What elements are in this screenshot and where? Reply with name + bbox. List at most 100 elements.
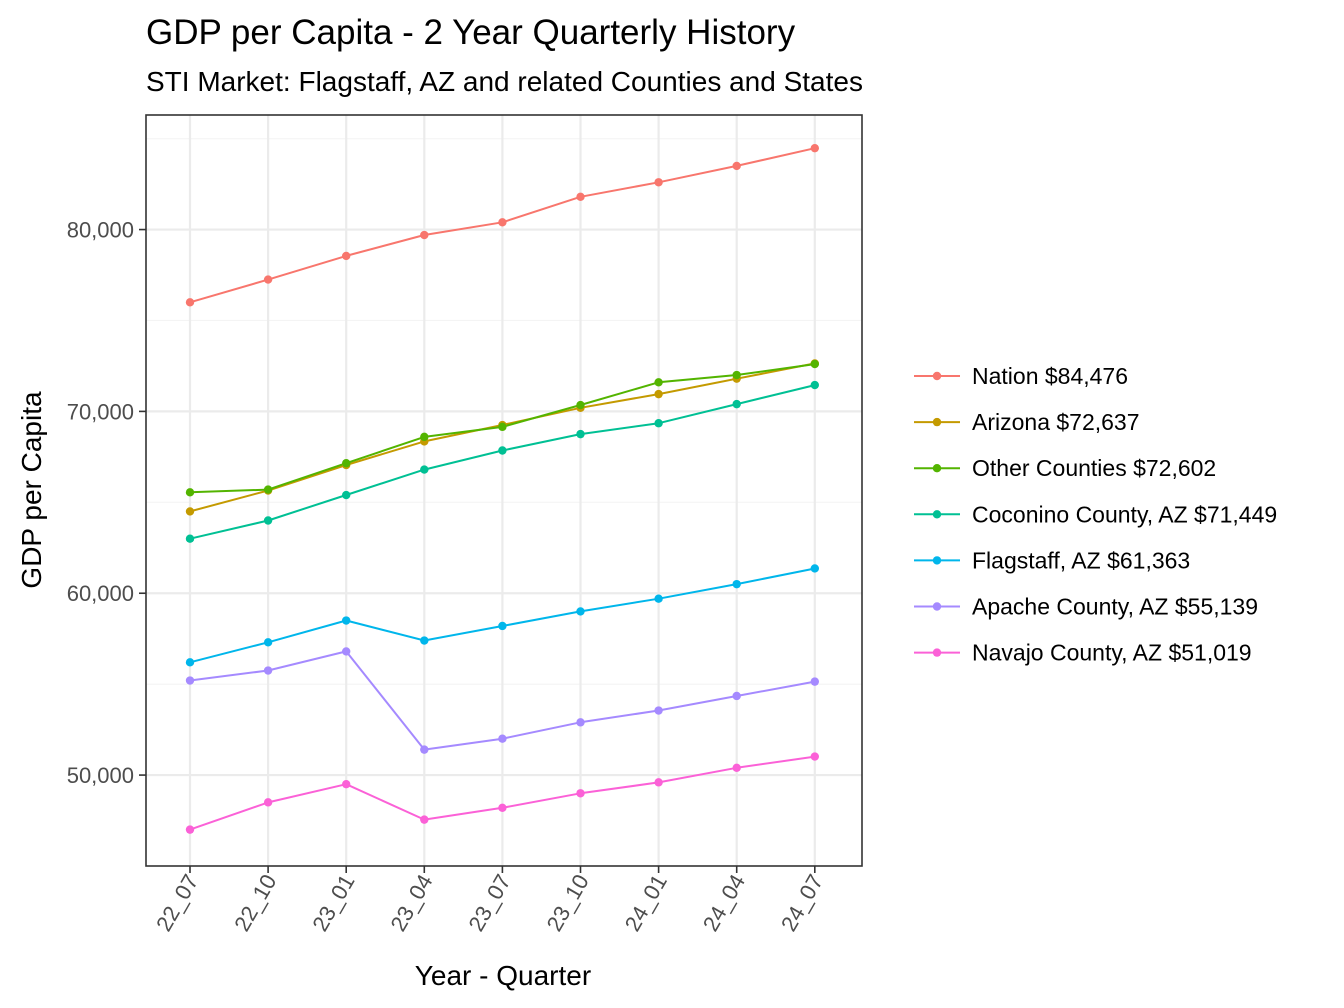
legend-label: Other Counties $72,602	[972, 455, 1216, 481]
legend-label: Arizona $72,637	[972, 409, 1140, 435]
x-axis-title: Year - Quarter	[415, 960, 591, 991]
data-point-s3-2	[342, 490, 351, 500]
data-point-s5-7	[732, 691, 741, 701]
data-point-s2-3	[420, 432, 429, 442]
y-axis: 50,000 60,000 70,000 80,000	[67, 218, 146, 788]
data-point-s0-5	[576, 192, 585, 202]
data-point-s2-2	[342, 459, 351, 468]
data-point-s0-6	[654, 178, 663, 187]
data-point-s6-5	[576, 789, 585, 798]
data-point-s5-8	[810, 677, 819, 686]
data-point-s0-2	[342, 251, 351, 261]
data-point-s2-5	[576, 400, 585, 410]
data-point-s6-4	[498, 803, 507, 813]
y-axis-title: GDP per Capita	[16, 391, 47, 589]
data-point-s5-1	[263, 666, 273, 675]
x-tick-label: 23_04	[385, 870, 437, 935]
data-point-s4-7	[732, 579, 741, 589]
legend-item-2: Other Counties $72,602	[914, 455, 1216, 481]
legend-item-0: Nation $84,476	[914, 363, 1128, 389]
x-tick-label: 23_10	[542, 870, 594, 935]
data-point-s4-1	[263, 638, 273, 647]
legend-key-point	[932, 556, 942, 565]
x-tick-label: 24_07	[776, 870, 828, 935]
legend-label: Apache County, AZ $55,139	[972, 594, 1258, 620]
data-point-s2-8	[810, 359, 819, 369]
data-point-s5-2	[342, 647, 351, 656]
plot-panel-border	[145, 114, 863, 867]
data-point-s4-4	[498, 621, 507, 631]
data-point-s6-0	[185, 825, 195, 834]
data-point-s6-1	[263, 798, 273, 807]
data-point-s0-8	[810, 143, 819, 153]
legend-key-point	[932, 602, 942, 611]
data-point-s3-4	[498, 446, 507, 455]
x-tick-label: 23_07	[463, 870, 515, 935]
x-tick-label: 24_01	[620, 870, 672, 935]
y-tick-label: 50,000	[67, 763, 134, 788]
legend-label: Navajo County, AZ $51,019	[972, 640, 1252, 666]
legend-label: Nation $84,476	[972, 363, 1128, 389]
x-tick-label: 23_01	[307, 870, 359, 935]
chart-title: GDP per Capita - 2 Year Quarterly Histor…	[146, 13, 796, 52]
data-point-s4-0	[185, 658, 195, 667]
legend-item-1: Arizona $72,637	[914, 409, 1140, 435]
chart-subtitle: STI Market: Flagstaff, AZ and related Co…	[146, 66, 863, 97]
data-point-s5-5	[576, 718, 585, 727]
data-point-s5-3	[420, 745, 429, 754]
data-point-s2-6	[654, 378, 663, 387]
legend-label: Coconino County, AZ $71,449	[972, 501, 1277, 527]
data-point-s5-6	[654, 706, 663, 715]
data-point-s0-0	[185, 298, 195, 307]
data-point-s3-7	[732, 399, 741, 409]
legend-key-point	[932, 417, 942, 427]
series-points	[185, 143, 819, 834]
data-point-s2-1	[263, 485, 273, 494]
legend-item-3: Coconino County, AZ $71,449	[914, 501, 1277, 527]
x-tick-label: 24_04	[698, 870, 750, 935]
data-point-s0-7	[732, 161, 741, 171]
data-point-s3-8	[810, 380, 819, 390]
data-point-s6-2	[342, 779, 351, 789]
data-point-s4-3	[420, 636, 429, 645]
legend-key-point	[932, 464, 942, 473]
x-axis: 22_07 22_10 23_01 23_04 23_07 23_10 24_01 24_04…	[151, 866, 828, 935]
legend-label: Flagstaff, AZ $61,363	[972, 547, 1190, 573]
data-point-s2-7	[732, 370, 741, 380]
legend-item-5: Apache County, AZ $55,139	[914, 594, 1258, 620]
y-tick-label: 60,000	[67, 581, 134, 606]
data-point-s3-3	[420, 465, 429, 474]
data-point-s0-4	[498, 218, 507, 227]
data-point-s4-8	[810, 564, 819, 573]
data-point-s2-4	[498, 422, 507, 432]
data-point-s0-3	[420, 230, 429, 240]
data-point-s4-5	[576, 607, 585, 616]
data-point-s5-4	[498, 734, 507, 743]
data-point-s6-7	[732, 763, 741, 773]
data-point-s0-1	[263, 275, 273, 284]
legend-key-point	[932, 510, 942, 519]
data-point-s5-0	[185, 676, 195, 685]
legend-item-4: Flagstaff, AZ $61,363	[914, 547, 1190, 573]
data-point-s6-8	[810, 752, 819, 761]
legend-item-6: Navajo County, AZ $51,019	[914, 640, 1252, 666]
legend-key-point	[932, 648, 942, 657]
data-point-s6-6	[654, 778, 663, 787]
data-point-s4-2	[342, 616, 351, 625]
data-point-s3-0	[185, 534, 195, 543]
data-point-s3-5	[576, 429, 585, 439]
legend: Nation $84,476 Arizona $72,637 Other Count…	[914, 363, 1277, 666]
legend-key-point	[932, 371, 942, 381]
data-point-s1-0	[185, 507, 195, 516]
x-tick-label: 22_10	[229, 870, 281, 935]
data-point-s6-3	[420, 815, 429, 824]
y-tick-label: 70,000	[67, 399, 134, 424]
data-point-s3-6	[654, 419, 663, 428]
x-tick-label: 22_07	[151, 870, 203, 935]
data-point-s2-0	[185, 488, 195, 497]
y-tick-label: 80,000	[67, 218, 134, 243]
data-point-s4-6	[654, 594, 663, 603]
data-point-s3-1	[263, 516, 273, 525]
data-point-s1-6	[654, 389, 663, 399]
